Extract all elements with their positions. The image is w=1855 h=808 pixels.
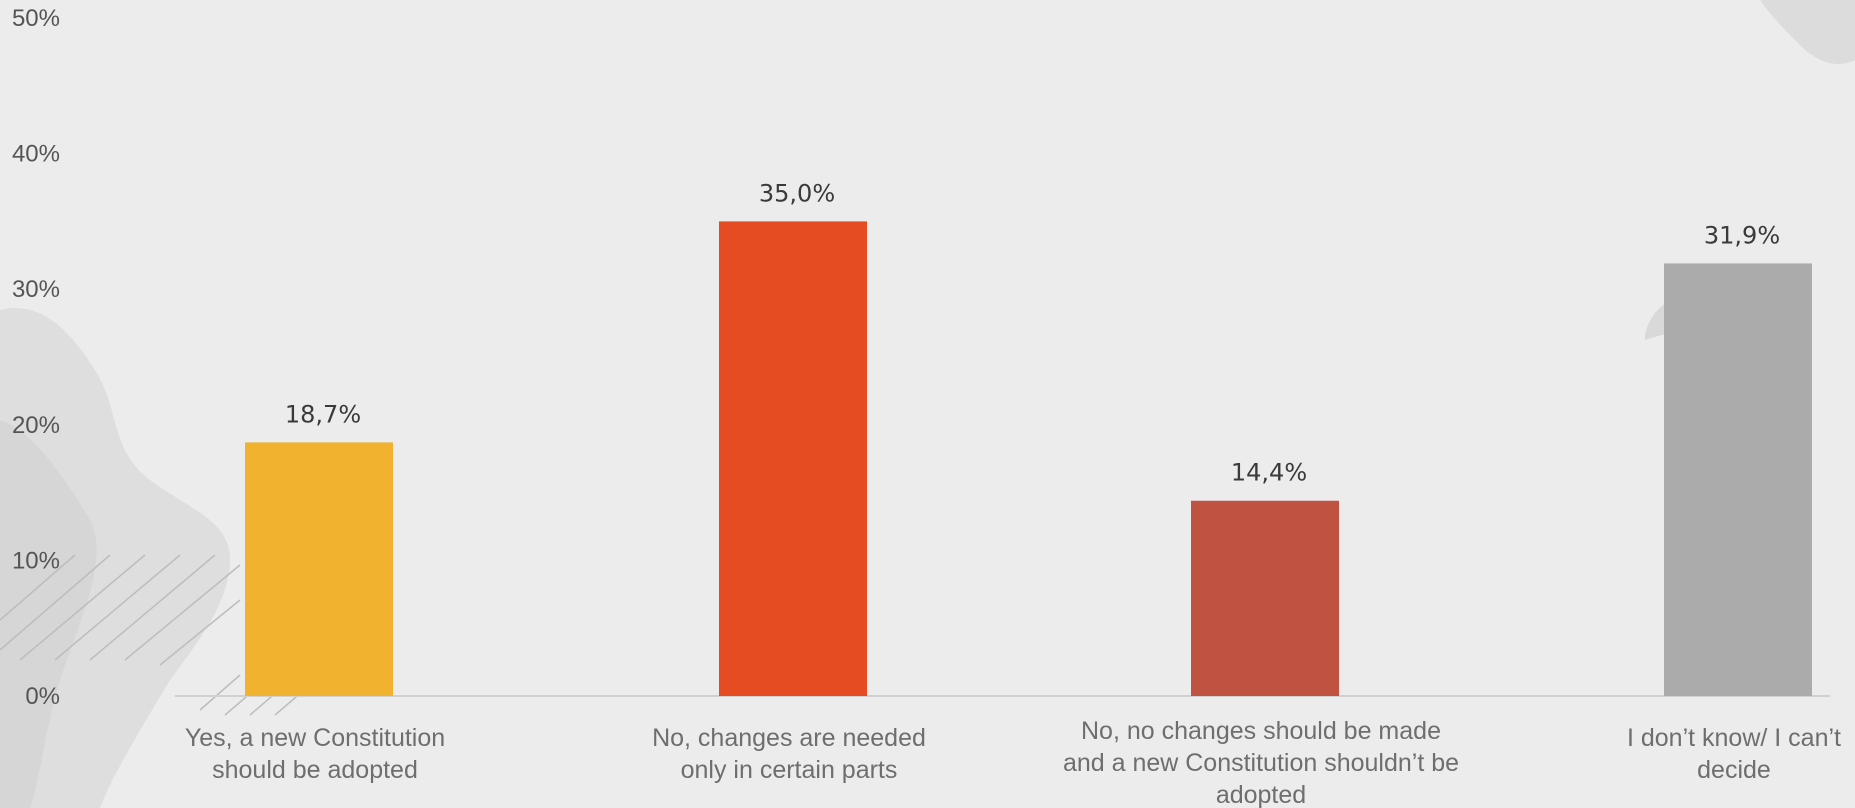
y-tick-label: 50% [12,5,60,32]
bar [1191,500,1339,696]
bar [245,442,393,696]
data-labels-group: 18,7% 35,0% 14,4% 31,9% [285,179,1780,486]
brush-texture-left-2 [0,420,97,808]
category-label: No, no changes should be made [1081,717,1441,745]
category-label: should be adopted [212,756,418,784]
y-tick-label: 30% [12,276,60,303]
bars-group [245,221,1812,696]
bar [1664,263,1812,696]
bar-value-label: 35,0% [759,179,835,207]
category-label: I don’t know/ I can’t [1627,724,1841,752]
category-label: and a new Constitution shouldn’t be [1063,749,1459,777]
category-label: decide [1697,756,1771,784]
y-tick-label: 40% [12,141,60,168]
category-label: adopted [1216,781,1306,808]
bar [719,221,867,696]
bar-value-label: 14,4% [1231,459,1307,487]
y-tick-label: 10% [12,547,60,574]
brush-texture-top-right [1760,0,1855,65]
category-label: only in certain parts [681,756,898,784]
y-axis: 0% 10% 20% 30% 40% 50% [12,5,60,710]
bar-value-label: 18,7% [285,400,361,428]
bar-value-label: 31,9% [1704,221,1780,249]
category-labels-group: Yes, a new Constitution should be adopted… [185,717,1841,808]
y-tick-label: 0% [25,683,60,710]
category-label: Yes, a new Constitution [185,724,445,752]
y-tick-label: 20% [12,412,60,439]
category-label: No, changes are needed [652,724,926,752]
